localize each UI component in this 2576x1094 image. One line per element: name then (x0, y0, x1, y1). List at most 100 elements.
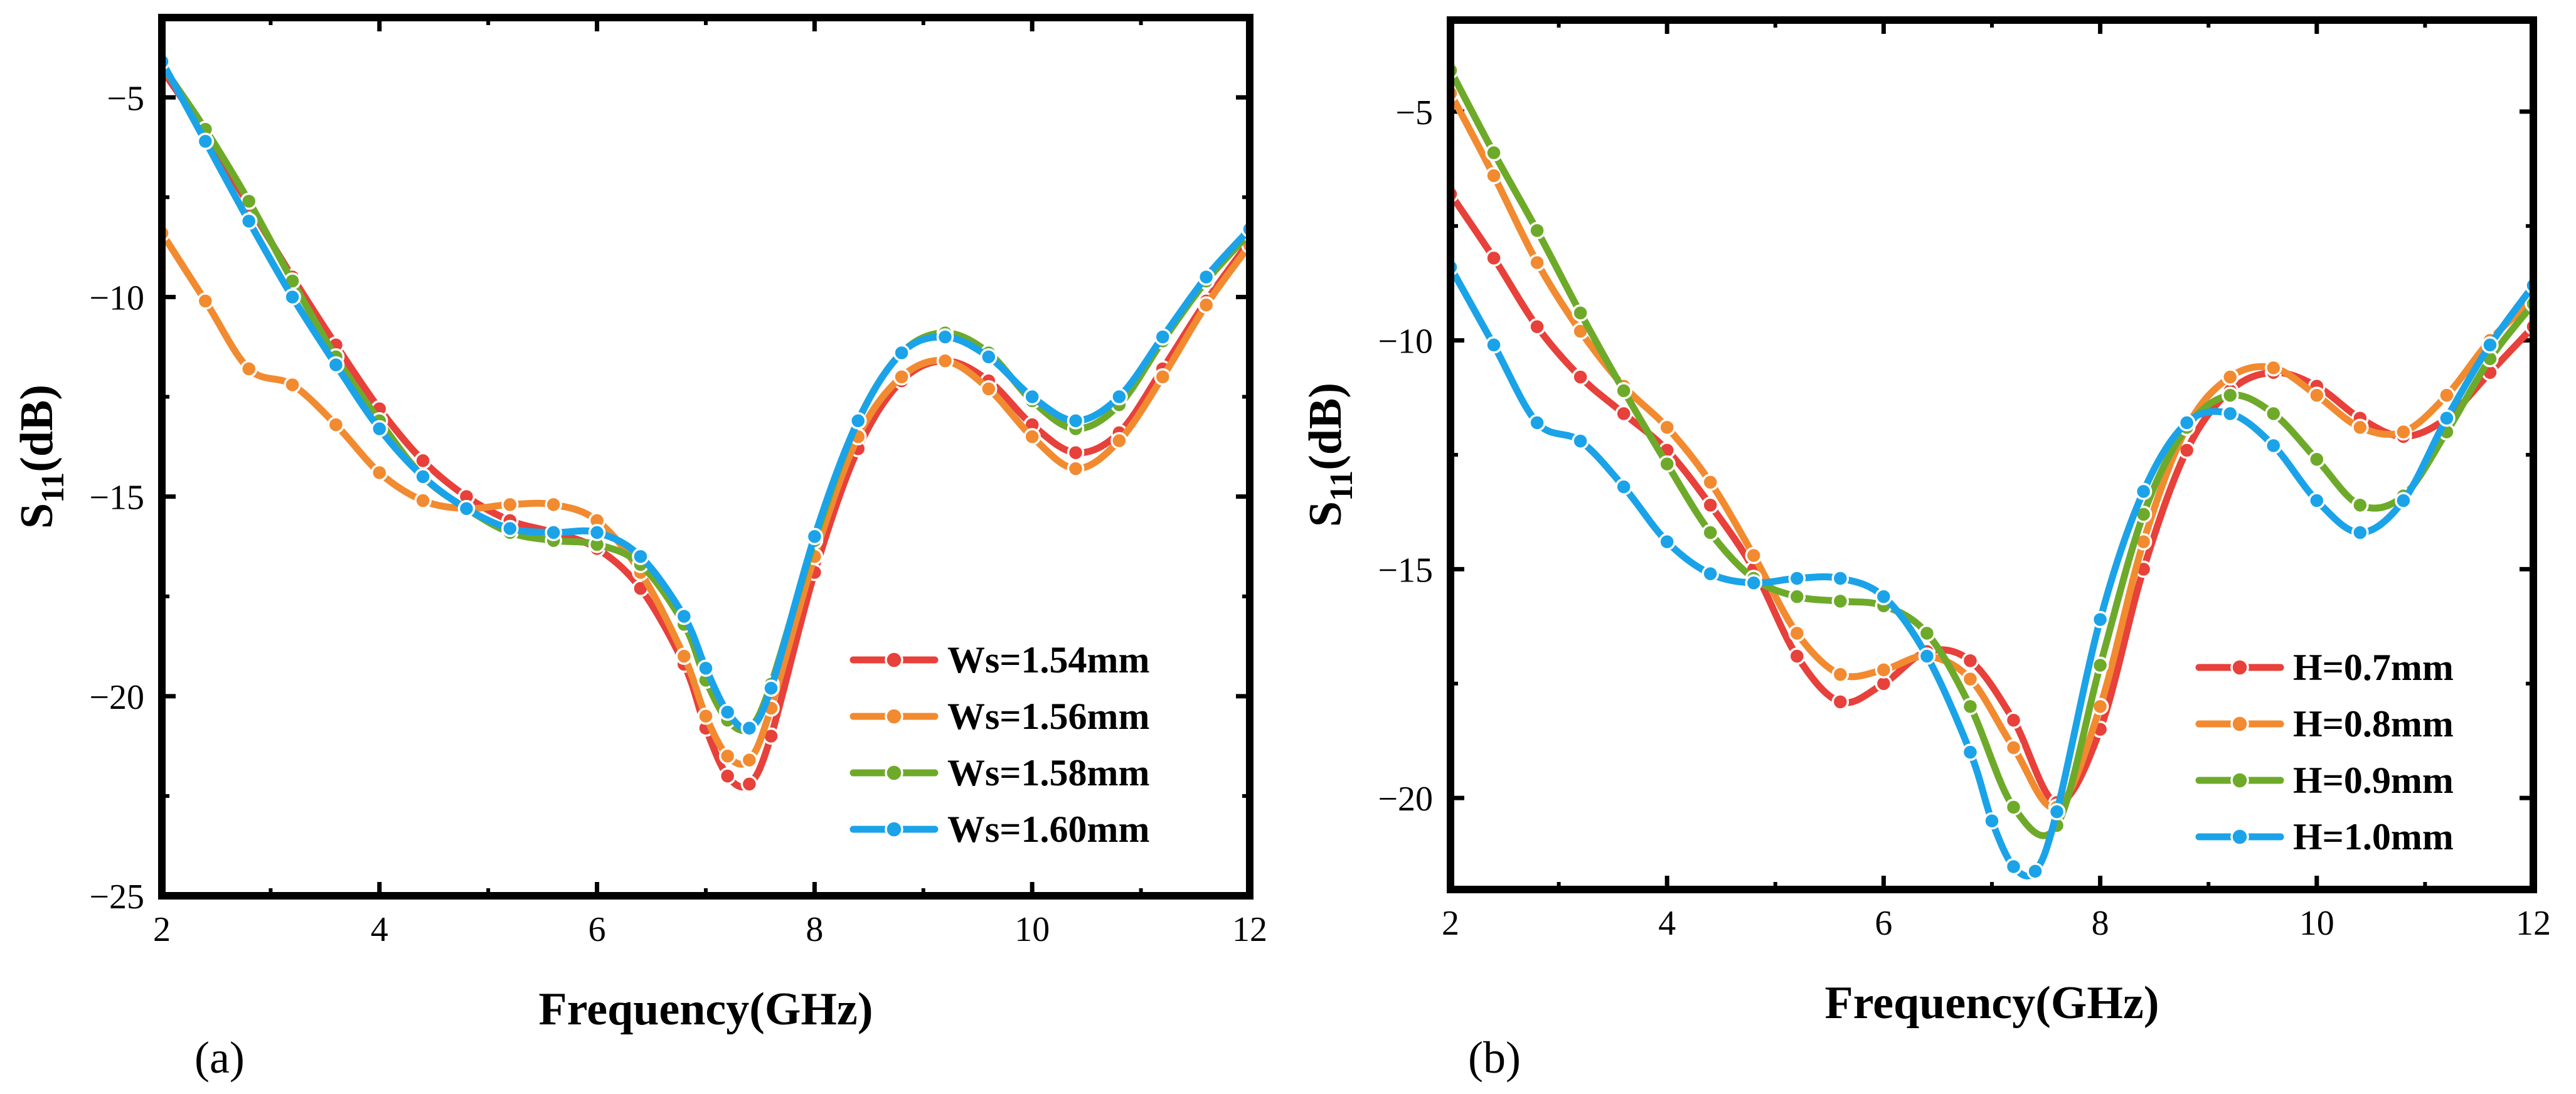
data-point (1615, 405, 1632, 423)
data-point (1485, 249, 1503, 267)
data-point (2351, 524, 2369, 541)
x-tick-label: 2 (153, 910, 171, 949)
data-point (1788, 570, 1806, 587)
data-point (1528, 253, 1546, 272)
series-line-3 (162, 58, 1250, 733)
y-tick-label: −25 (89, 878, 144, 916)
x-tick-label: 10 (1014, 910, 1050, 949)
data-point (1110, 388, 1128, 406)
data-point (371, 464, 388, 482)
data-point (1788, 588, 1806, 605)
data-point (718, 703, 737, 721)
legend-swatch-marker (885, 763, 903, 782)
data-point (1572, 368, 1589, 386)
data-point (2308, 450, 2326, 469)
legend-swatch-marker (2230, 827, 2249, 846)
data-point (2048, 803, 2066, 820)
data-point (1831, 693, 1850, 711)
series-line-1 (1450, 90, 2533, 812)
data-point (893, 344, 910, 362)
legend: Ws=1.54mm Ws=1.56mm Ws=1.58mm Ws=1.60mm (849, 639, 1150, 850)
x-tick-label: 6 (1875, 904, 1892, 943)
data-point (1918, 647, 1936, 665)
data-point (1788, 624, 1806, 642)
data-point (1875, 588, 1893, 605)
data-point (2091, 698, 2109, 715)
x-tick-label: 12 (2516, 904, 2551, 943)
data-point (2395, 423, 2412, 441)
y-axis-title-main: S (11, 503, 63, 529)
x-axis-title: Frequency(GHz) (539, 984, 873, 1035)
data-point (1701, 496, 1719, 514)
data-point (588, 524, 606, 541)
x-axis-title: Frequency(GHz) (1825, 977, 2159, 1029)
x-tick-label: 12 (1232, 910, 1267, 949)
data-point (284, 376, 301, 394)
legend-entry-label: Ws=1.60mm (947, 809, 1150, 850)
data-point (980, 348, 998, 366)
legend: H=0.7mm H=0.8mm H=0.9mm H=1.0mm (2195, 647, 2454, 858)
y-axis-title-main: S (1300, 501, 1351, 527)
legend-entry-label: Ws=1.56mm (947, 696, 1150, 737)
data-point (2481, 336, 2499, 354)
panel-label: (b) (1468, 1033, 1521, 1083)
data-point (501, 519, 519, 538)
data-point (371, 420, 388, 438)
data-point (1528, 414, 1546, 432)
y-axis-title-subscript: 11 (35, 472, 71, 503)
data-point (1197, 296, 1215, 314)
data-point (2265, 437, 2282, 455)
data-point (849, 412, 867, 430)
data-point (1067, 443, 1085, 462)
y-tick-label: −20 (89, 678, 144, 717)
data-point (1983, 812, 2001, 830)
data-point (2351, 418, 2369, 436)
data-point (1110, 432, 1128, 450)
data-point (1067, 412, 1085, 430)
data-point (740, 719, 758, 737)
data-point (740, 751, 758, 769)
legend-entry-label: H=0.9mm (2293, 760, 2454, 801)
data-point (718, 747, 737, 765)
data-point (718, 767, 737, 785)
plot-frame (1447, 16, 2537, 893)
data-point (1745, 574, 1763, 592)
data-point (1528, 221, 1546, 240)
data-point (2351, 496, 2369, 514)
legend-entry-label: H=0.8mm (2293, 703, 2454, 745)
data-point (1528, 317, 1546, 336)
data-point (501, 496, 519, 514)
y-tick-label: −5 (107, 79, 144, 118)
legend-entry-label: Ws=1.54mm (947, 639, 1150, 681)
data-point (327, 416, 345, 433)
data-point (697, 659, 715, 677)
data-point (545, 524, 562, 541)
x-tick-label: 4 (1658, 904, 1676, 943)
y-tick-label: −10 (89, 279, 144, 317)
data-point (2221, 368, 2239, 386)
data-point (2265, 359, 2282, 377)
data-point (740, 775, 758, 793)
data-point (2308, 492, 2326, 509)
y-axis-title-unit: (dB) (1300, 383, 1351, 470)
data-point (1831, 570, 1850, 587)
data-point (2265, 405, 2282, 423)
data-point (675, 607, 693, 625)
data-point (1572, 304, 1589, 322)
chart-panel-b: 2 4 6 8 10 12 −20 −15 −10 −5 Frequency(GHz) S11(dB)… (1300, 16, 2551, 1083)
x-tick-label: 8 (2092, 904, 2109, 943)
data-point (1918, 624, 1936, 642)
y-tick-label: −10 (1378, 322, 1433, 361)
x-tick-label: 4 (371, 910, 388, 949)
x-tick-label: 2 (1442, 904, 1459, 943)
data-point (762, 679, 780, 697)
data-point (2004, 798, 2023, 816)
data-point (2004, 739, 2023, 757)
data-point (675, 647, 693, 665)
y-tick-label: −20 (1378, 780, 1433, 819)
y-axis-title-unit: (dB) (11, 385, 63, 472)
data-point (806, 528, 824, 546)
y-axis-title-subscript: 11 (1324, 470, 1360, 501)
data-point (1701, 524, 1719, 541)
